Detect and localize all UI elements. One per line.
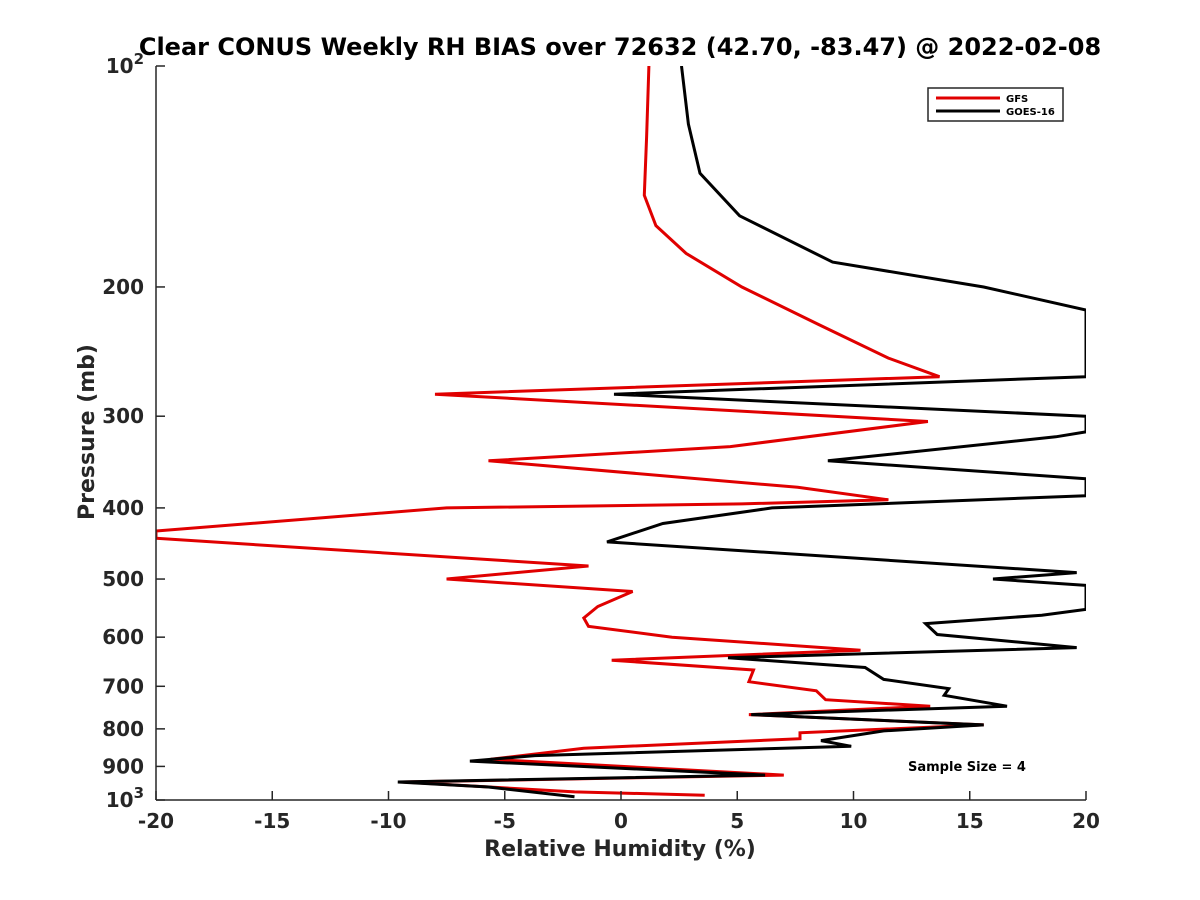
legend: GFS GOES-16 [927, 87, 1064, 122]
legend-label-gfs: GFS [1006, 94, 1028, 105]
x-tick-label: -5 [494, 809, 516, 833]
x-tick-label: 10 [840, 809, 868, 833]
series-line-goes-16 [397, 66, 1086, 799]
x-tick-label: -15 [254, 809, 290, 833]
y-tick-label: 800 [102, 717, 144, 741]
y-tick-label: 300 [102, 404, 144, 428]
legend-box [927, 87, 1064, 122]
x-tick-label: 0 [614, 809, 628, 833]
x-axis-label: Relative Humidity (%) [484, 837, 756, 862]
y-tick-label: 700 [102, 674, 144, 698]
x-tick-label: 20 [1072, 809, 1100, 833]
y-tick-label: 900 [102, 754, 144, 778]
legend-label-goes-16: GOES-16 [1006, 107, 1055, 118]
tick-labels: -20 -15 -10 -5 0 5 10 15 20 102 200 300 400 500 600 700… [102, 50, 1100, 833]
y-tick-label: 600 [102, 625, 144, 649]
y-tick-label: 103 [106, 784, 144, 812]
y-tick-label: 102 [106, 50, 144, 78]
chart-title: Clear CONUS Weekly RH BIAS over 72632 (4… [139, 33, 1101, 61]
plot-lines [156, 66, 1086, 799]
x-tick-label: -20 [138, 809, 174, 833]
y-axis-label: Pressure (mb) [75, 344, 100, 520]
series-line-gfs [156, 66, 984, 797]
x-tick-label: 15 [956, 809, 984, 833]
y-tick-label: 200 [102, 275, 144, 299]
x-tick-label: -10 [370, 809, 406, 833]
y-tick-label: 500 [102, 567, 144, 591]
x-tick-label: 5 [730, 809, 744, 833]
y-tick-label: 400 [102, 496, 144, 520]
sample-size-annotation: Sample Size = 4 [908, 760, 1026, 775]
